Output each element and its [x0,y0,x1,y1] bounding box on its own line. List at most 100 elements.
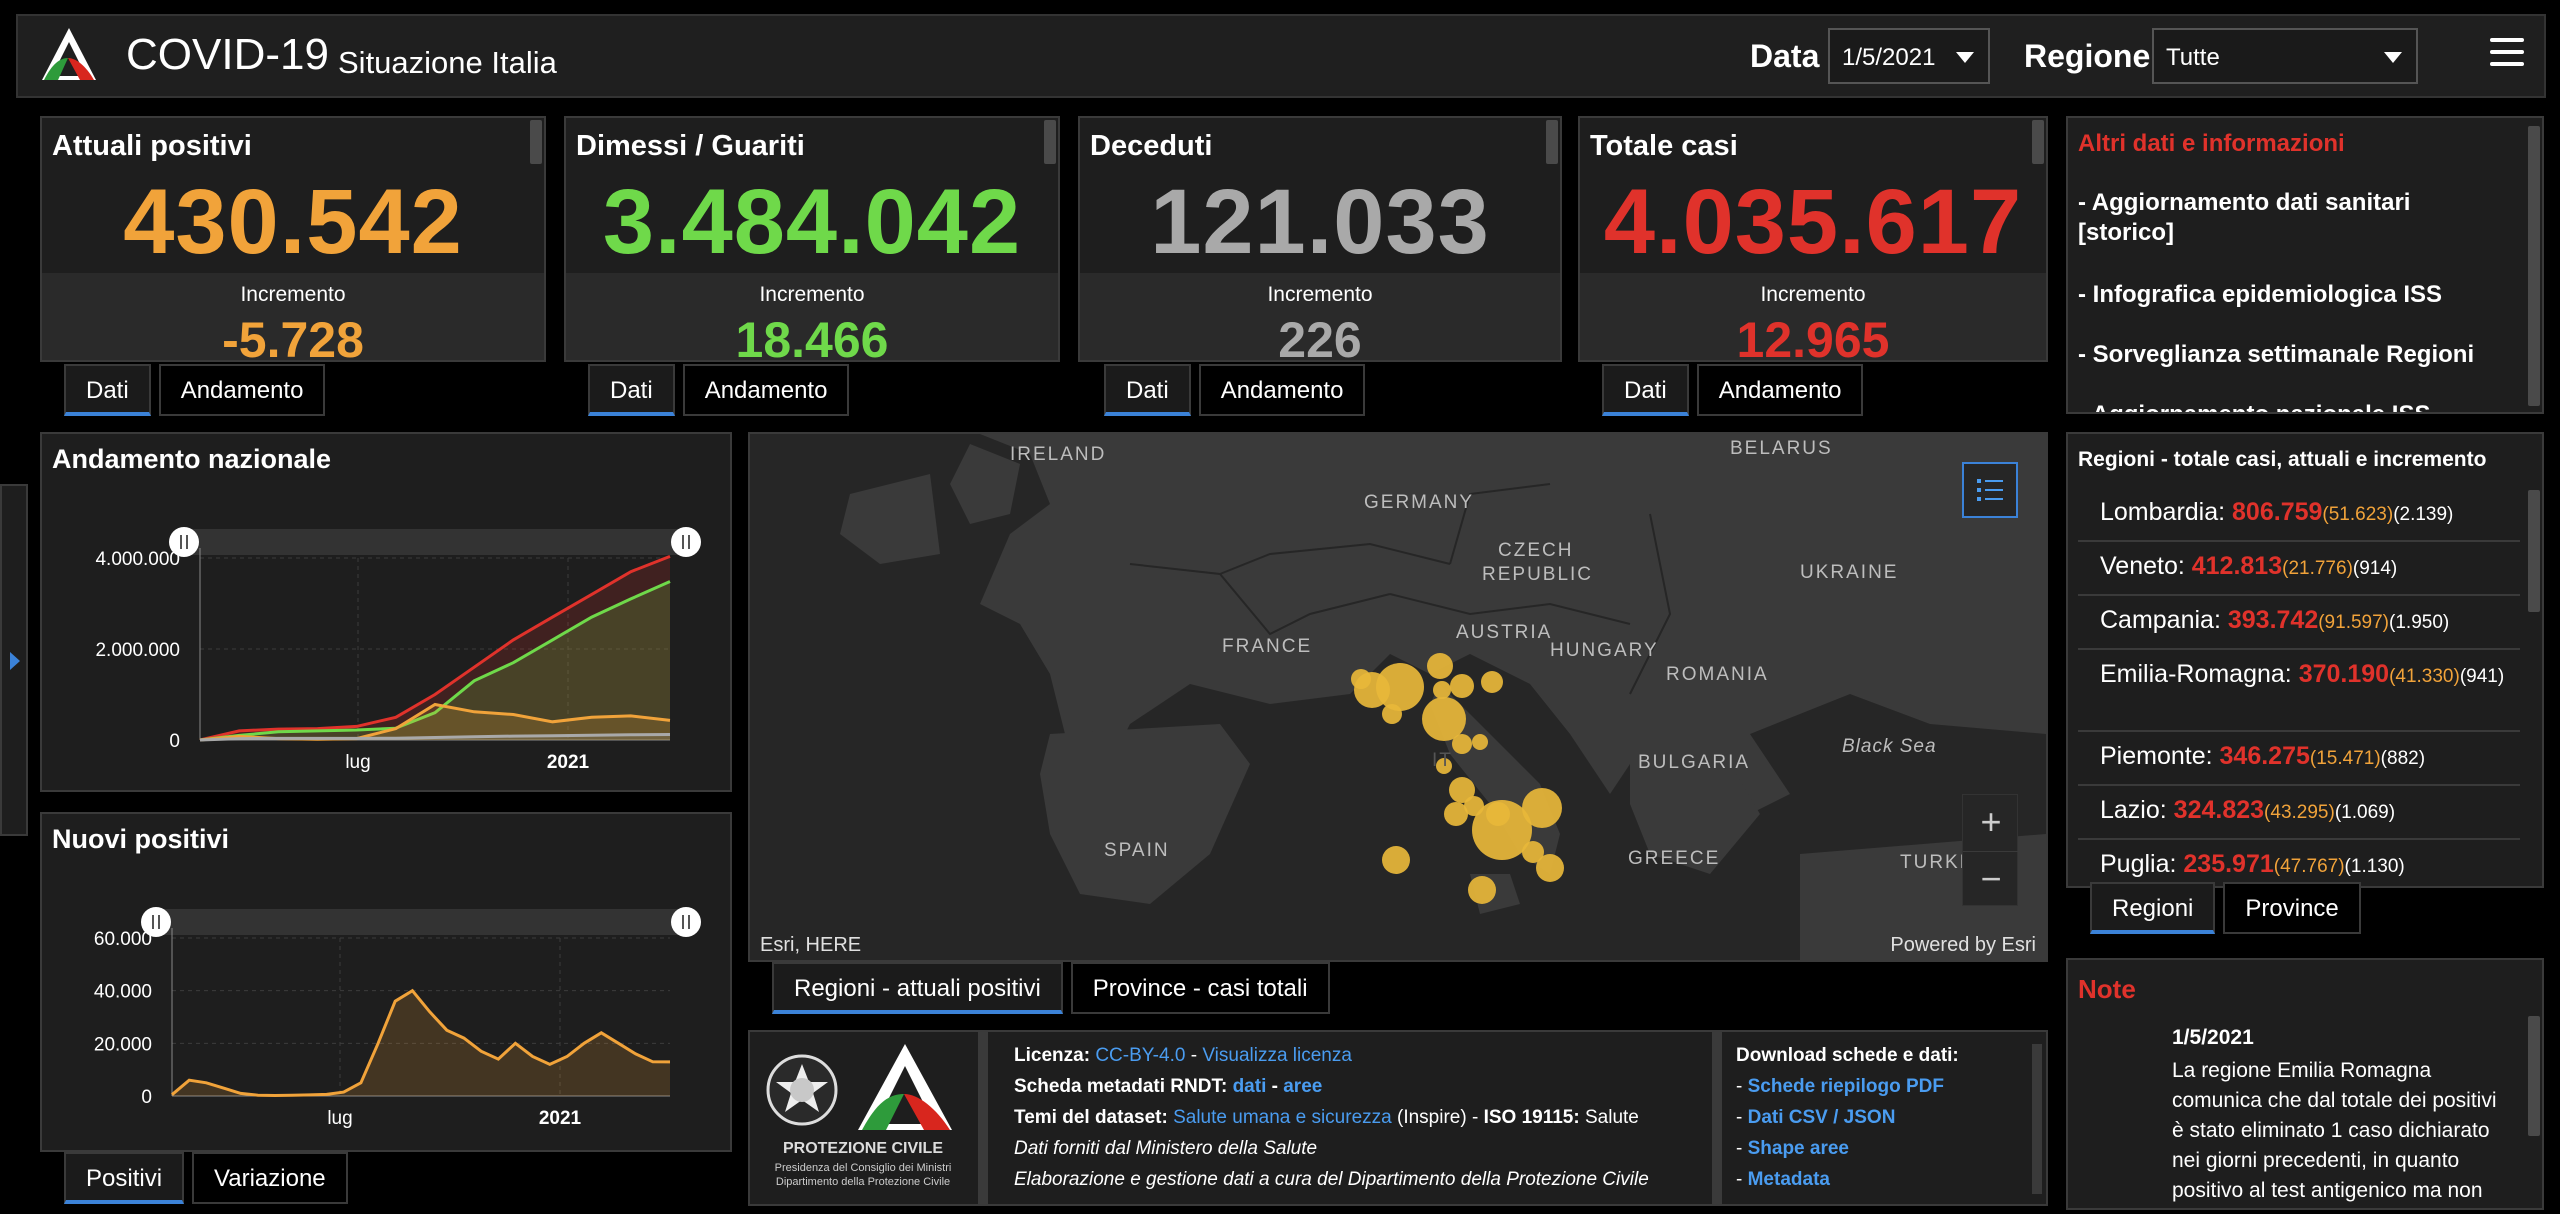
tab-dati[interactable]: Dati [64,364,151,416]
info-title: Altri dati e informazioni [2078,130,2345,157]
region-increment: (941) [2459,666,2505,687]
range-slider-handle[interactable] [141,907,171,937]
download-metadata-link[interactable]: Metadata [1747,1169,1830,1190]
visualizza-licenza-link[interactable]: Visualizza licenza [1202,1045,1352,1066]
info-link-infografica[interactable]: - Infografica epidemiologica ISS [2078,281,2443,308]
info-link-aggiornamento[interactable]: - Aggiornamento dati sanitari [storico] [2078,189,2411,246]
map-label: ROMANIA [1666,664,1769,685]
card-title: Dimessi / Guariti [576,130,805,162]
range-slider-handle[interactable] [671,527,701,557]
app-subtitle: Situazione Italia [338,45,557,80]
tab-regioni-attuali-positivi[interactable]: Regioni - attuali positivi [772,962,1063,1014]
map-canvas[interactable] [750,434,2046,960]
tab-andamento[interactable]: Andamento [1198,364,1366,416]
chart-title: Nuovi positivi [52,824,230,854]
scrollbar[interactable] [2032,120,2044,164]
info-link-sorveglianza[interactable]: - Sorveglianza settimanale Regioni [2078,341,2475,368]
licenza-link[interactable]: CC-BY-4.0 [1095,1045,1186,1066]
scrollbar[interactable] [1712,1032,1722,1204]
region-increment: (1.950) [2389,612,2450,633]
region-increment: (1.130) [2344,856,2405,877]
range-slider-track [184,529,686,555]
chart-nuovi-positivi: Nuovi positivi 60.000 40.000 20.000 0 lug 202… [40,812,732,1152]
tab-variazione[interactable]: Variazione [192,1152,348,1204]
download-csv-json-link[interactable]: Dati CSV / JSON [1747,1107,1896,1128]
region-row[interactable]: Lombardia: 806.759(51.623)(2.139) [2078,488,2520,542]
regions-tabs: Regioni Province [2090,882,2361,934]
card-tabs: Dati Andamento [1602,364,1864,416]
card-tabs: Dati Andamento [64,364,326,416]
region-name: Campania: [2100,606,2228,634]
temi-link[interactable]: Salute umana e sicurezza [1173,1107,1392,1128]
region-row[interactable]: Piemonte: 346.275(15.471)(882) [2078,732,2520,786]
esri-attribution[interactable]: Powered by Esri [1890,934,2036,956]
region-row[interactable]: Lazio: 324.823(43.295)(1.069) [2078,786,2520,840]
region-row[interactable]: Campania: 393.742(91.597)(1.950) [2078,596,2520,650]
note-title: Note [2078,974,2136,1004]
range-slider-handle[interactable] [671,907,701,937]
card-value: 4.035.617 [1603,171,2023,273]
increment-value: -5.728 [222,312,364,368]
x-tick-label: lug [327,1108,352,1129]
x-tick-label: 2021 [547,752,590,773]
y-tick-label: 0 [141,1087,152,1108]
tab-dati[interactable]: Dati [1602,364,1689,416]
scrollbar[interactable] [2528,490,2540,612]
map-label: CZECH [1498,540,1574,561]
scrollbar[interactable] [978,1032,988,1204]
scrollbar[interactable] [2032,1044,2042,1194]
range-slider-handle[interactable] [169,527,199,557]
tab-andamento[interactable]: Andamento [682,364,850,416]
scrollbar[interactable] [1044,120,1056,164]
zoom-out-button[interactable]: − [1963,851,2019,907]
map-label: REPUBLIC [1482,564,1594,585]
info-link-iss[interactable]: - Aggiornamento nazionale ISS [2078,400,2518,412]
side-panel-toggle[interactable] [0,484,28,836]
legend-list-icon[interactable] [1962,462,2018,518]
tab-dati[interactable]: Dati [1104,364,1191,416]
tab-dati[interactable]: Dati [588,364,675,416]
menu-icon[interactable] [2490,38,2524,68]
increment-label: Incremento [759,283,865,306]
app-header: COVID-19 Situazione Italia Data 1/5/2021… [16,14,2546,98]
download-pdf-link[interactable]: Schede riepilogo PDF [1747,1076,1944,1097]
region-select[interactable]: Tutte [2152,28,2418,84]
tab-province[interactable]: Province [2223,882,2361,934]
region-row[interactable]: Emilia-Romagna: 370.190(41.330)(941) [2078,650,2520,732]
map-label: Black Sea [1842,736,1937,757]
card-title: Attuali positivi [52,130,252,162]
scrollbar[interactable] [530,120,542,164]
scrollbar[interactable] [1546,120,1558,164]
series-area [200,704,670,740]
tab-andamento[interactable]: Andamento [1696,364,1864,416]
download-shape-link[interactable]: Shape aree [1747,1138,1850,1159]
tab-positivi[interactable]: Positivi [64,1152,185,1204]
card-tabs: Dati Andamento [1104,364,1366,416]
region-increment: (2.139) [2393,504,2454,525]
region-total: 412.813 [2191,552,2283,580]
region-row[interactable]: Puglia: 235.971(47.767)(1.130) [2078,840,2520,886]
tab-province-casi-totali[interactable]: Province - casi totali [1070,962,1330,1014]
card-tabs: Dati Andamento [588,364,850,416]
date-select[interactable]: 1/5/2021 [1828,28,1990,84]
region-row[interactable]: Veneto: 412.813(21.776)(914) [2078,542,2520,596]
emblem-icon [766,1054,838,1126]
regions-panel: Regioni - totale casi, attuali e increme… [2066,432,2544,888]
region-active: (91.597) [2318,612,2390,633]
scrollbar[interactable] [2528,126,2540,406]
region-increment: (914) [2352,558,2398,579]
card-attuali-positivi: Attuali positivi 430.542 Incremento -5.7… [40,116,546,368]
iso-value: Salute [1579,1107,1639,1128]
tab-andamento[interactable]: Andamento [158,364,326,416]
scrollbar[interactable] [2528,1016,2540,1136]
scheda-dati-link[interactable]: dati [1232,1076,1267,1097]
date-select-value: 1/5/2021 [1842,44,1936,71]
tab-regioni[interactable]: Regioni [2090,882,2216,934]
scheda-aree-link[interactable]: aree [1283,1076,1323,1097]
zoom-in-button[interactable]: + [1980,801,2002,842]
series-line [199,580,671,742]
map-panel[interactable]: IRELAND GERMANY CZECH REPUBLIC FRANCE AU… [748,432,2048,962]
separator: - [1185,1045,1203,1066]
license-info: Licenza: CC-BY-4.0 - Visualizza licenza … [1014,1040,1706,1195]
region-active: (15.471) [2309,748,2381,769]
